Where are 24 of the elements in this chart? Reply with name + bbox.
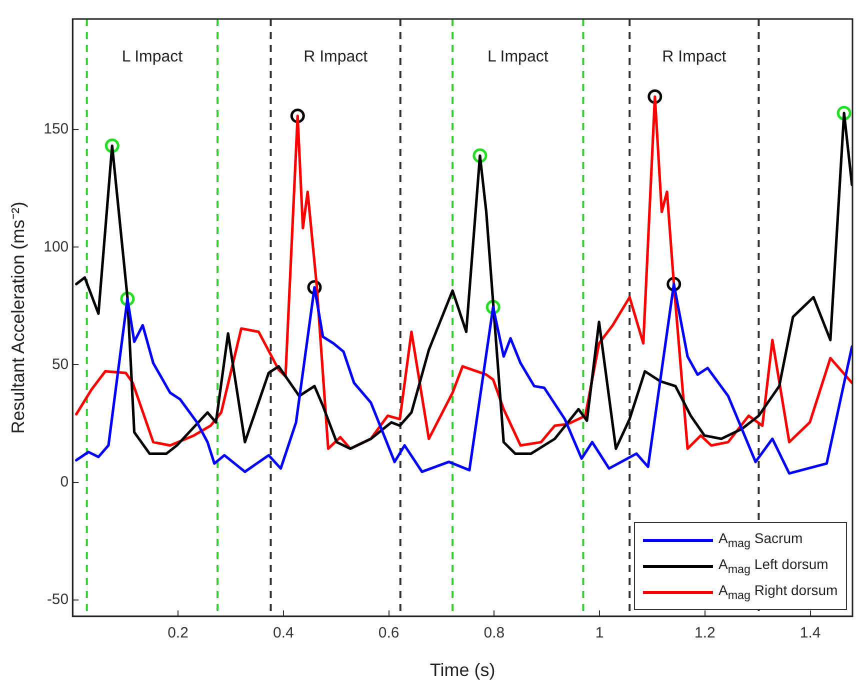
x-tick-label: 0.6	[378, 624, 400, 642]
point	[290, 108, 305, 124]
point	[104, 138, 120, 154]
y-tick-label: 0	[60, 473, 69, 490]
annotation: R Impact	[662, 48, 727, 66]
x-axis-title: Time (s)	[430, 660, 496, 680]
x-tick-label: 0.4	[272, 624, 294, 642]
x-tick-label: 1.4	[800, 624, 821, 642]
x-tick-label: 1	[595, 624, 604, 642]
legend-label: A$_{mag}$ Right dorsum	[718, 582, 838, 602]
y-tick-label: -50	[46, 591, 69, 608]
y-tick-label: 150	[44, 120, 69, 138]
y-tick-label: 50	[52, 356, 69, 373]
y-axis-title: Resultant Acceleration (ms⁻²)	[8, 202, 28, 434]
annotation: L Impact	[122, 48, 184, 66]
point	[648, 89, 662, 104]
annotation: R Impact	[304, 48, 368, 66]
x-tick-label: 1.2	[694, 624, 716, 642]
y-tick-label: 100	[44, 238, 69, 256]
annotation: L Impact	[488, 48, 549, 66]
legend-label: A$_{mag}$ Left dorsum	[718, 556, 828, 576]
x-tick-label: 0.8	[484, 624, 505, 642]
legend-label: A$_{mag}$ Sacrum	[718, 530, 803, 550]
x-tick-label: 0.2	[168, 624, 188, 642]
